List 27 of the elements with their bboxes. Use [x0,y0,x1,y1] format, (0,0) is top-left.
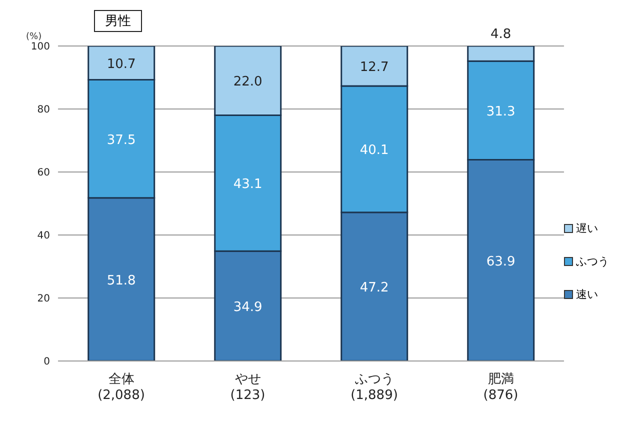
text: 51.8 [106,273,136,288]
text: 10.7 [106,56,136,72]
x-tick-label: ふつう (1,889) [350,372,398,403]
text: 47.2 [360,280,389,296]
text: 4.8 [490,27,512,42]
text: 31.3 [486,104,516,120]
legend-label: 速い [576,287,598,302]
text: 43.1 [233,177,262,192]
x-tick-label: 肥満 (876) [483,372,518,403]
y-tick-label: 0 [44,356,50,368]
y-tick-label: 80 [37,104,50,116]
y-tick-label: 100 [30,42,50,53]
text: 12.7 [360,60,389,76]
y-axis-title: (%) [26,32,42,42]
text: 40.1 [360,143,389,158]
legend-label: ふつう [576,254,609,269]
legend-label: 遅い [576,221,598,236]
text: 63.9 [486,254,516,270]
chart-title: 男性 [94,10,142,32]
text: 22.0 [233,74,262,90]
y-tick-label: 20 [37,294,50,305]
x-tick-label: やせ (123) [230,372,266,403]
y-tick-label: 60 [37,168,50,179]
x-tick-label: 全体 (2,088) [98,372,145,403]
text: 34.9 [233,300,262,316]
y-tick-label: 40 [37,230,50,242]
text: 37.5 [106,132,136,148]
